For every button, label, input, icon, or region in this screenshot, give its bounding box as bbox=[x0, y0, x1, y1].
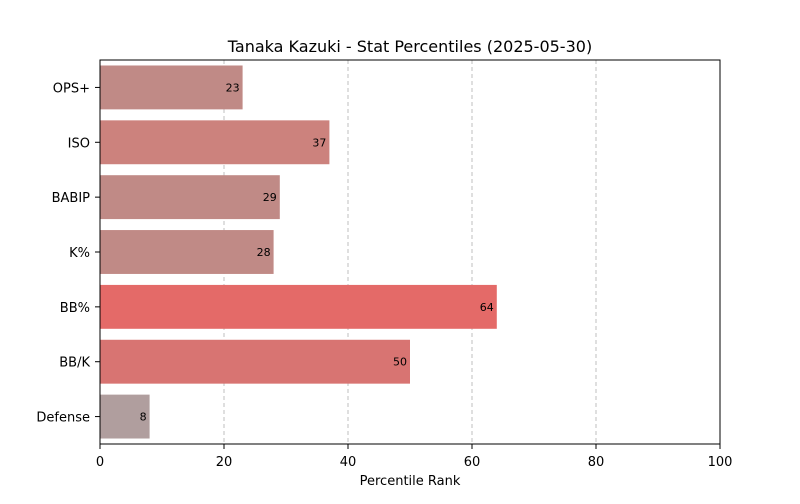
x-axis: 0 20 40 60 80 100 bbox=[96, 444, 733, 470]
bar-value-label: 28 bbox=[257, 246, 271, 259]
bar bbox=[100, 65, 243, 110]
bar bbox=[100, 175, 280, 220]
y-tick-label: ISO bbox=[68, 136, 90, 151]
bar-value-label: 23 bbox=[226, 81, 240, 94]
x-tick-label: 0 bbox=[96, 455, 104, 470]
y-axis: OPS+ ISO BABIP K% BB% BB/K Defense bbox=[36, 81, 100, 426]
y-tick-label: BABIP bbox=[52, 191, 91, 206]
x-tick-label: 60 bbox=[464, 455, 481, 470]
x-tick-label: 20 bbox=[216, 455, 233, 470]
bar bbox=[100, 284, 497, 329]
bar-value-label: 8 bbox=[140, 411, 147, 424]
y-tick-label: Defense bbox=[36, 411, 90, 426]
x-axis-label: Percentile Rank bbox=[360, 474, 461, 489]
x-tick-label: 40 bbox=[340, 455, 357, 470]
y-tick-label: BB% bbox=[60, 301, 90, 316]
bar-value-label: 29 bbox=[263, 191, 277, 204]
bar bbox=[100, 339, 410, 384]
chart-title: Tanaka Kazuki - Stat Percentiles (2025-0… bbox=[227, 37, 592, 56]
y-tick-label: K% bbox=[69, 246, 90, 261]
bar-value-label: 64 bbox=[480, 301, 494, 314]
bar bbox=[100, 230, 274, 274]
y-tick-label: OPS+ bbox=[53, 81, 90, 96]
x-tick-label: 80 bbox=[588, 455, 605, 470]
y-tick-label: BB/K bbox=[59, 356, 90, 371]
bar-value-label: 50 bbox=[393, 356, 407, 369]
bars-group: 23 37 29 28 64 50 8 bbox=[100, 65, 497, 439]
bar bbox=[100, 120, 330, 165]
bar-value-label: 37 bbox=[312, 136, 326, 149]
bar bbox=[100, 394, 150, 439]
x-tick-label: 100 bbox=[708, 455, 733, 470]
